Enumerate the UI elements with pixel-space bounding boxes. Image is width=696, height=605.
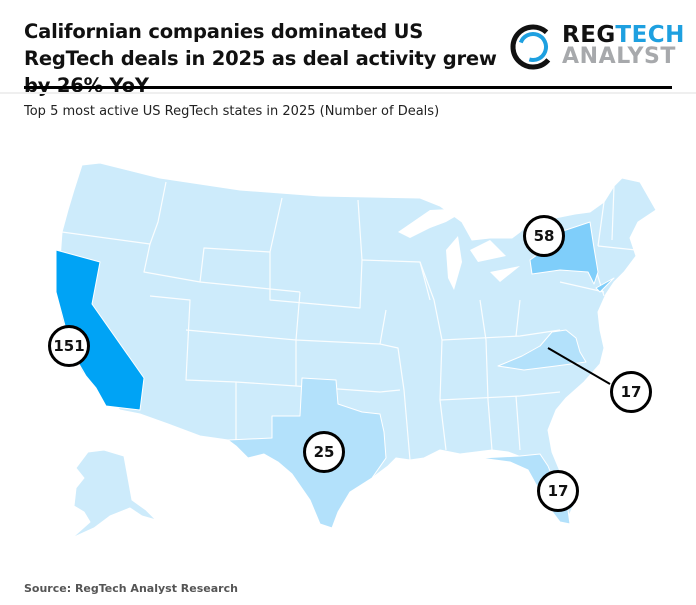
logo-text-regtech: REGTECH bbox=[562, 22, 685, 48]
regtech-analyst-logo: REGTECH ANALYST bbox=[508, 20, 688, 72]
new-york-deals-badge: 58 bbox=[523, 215, 565, 257]
divider-shadow bbox=[0, 92, 696, 94]
logo-ring-icon bbox=[510, 24, 556, 70]
title-divider bbox=[24, 86, 672, 89]
florida-deals-badge: 17 bbox=[537, 470, 579, 512]
source-note: Source: RegTech Analyst Research bbox=[24, 582, 238, 595]
great-lakes bbox=[398, 208, 520, 290]
chart-subtitle: Top 5 most active US RegTech states in 2… bbox=[24, 104, 440, 119]
us-map bbox=[55, 162, 657, 539]
state-new-york-long-island bbox=[595, 277, 615, 293]
state-alaska bbox=[71, 449, 157, 539]
state-california bbox=[55, 249, 145, 411]
california-deals-badge: 151 bbox=[48, 325, 90, 367]
virginia-leader-line bbox=[547, 347, 611, 385]
logo-text-analyst: ANALYST bbox=[562, 44, 677, 69]
virginia-deals-badge: 17 bbox=[610, 371, 652, 413]
chart-title: Californian companies dominated US RegTe… bbox=[24, 20, 497, 97]
state-virginia bbox=[497, 329, 587, 371]
texas-deals-badge: 25 bbox=[303, 431, 345, 473]
